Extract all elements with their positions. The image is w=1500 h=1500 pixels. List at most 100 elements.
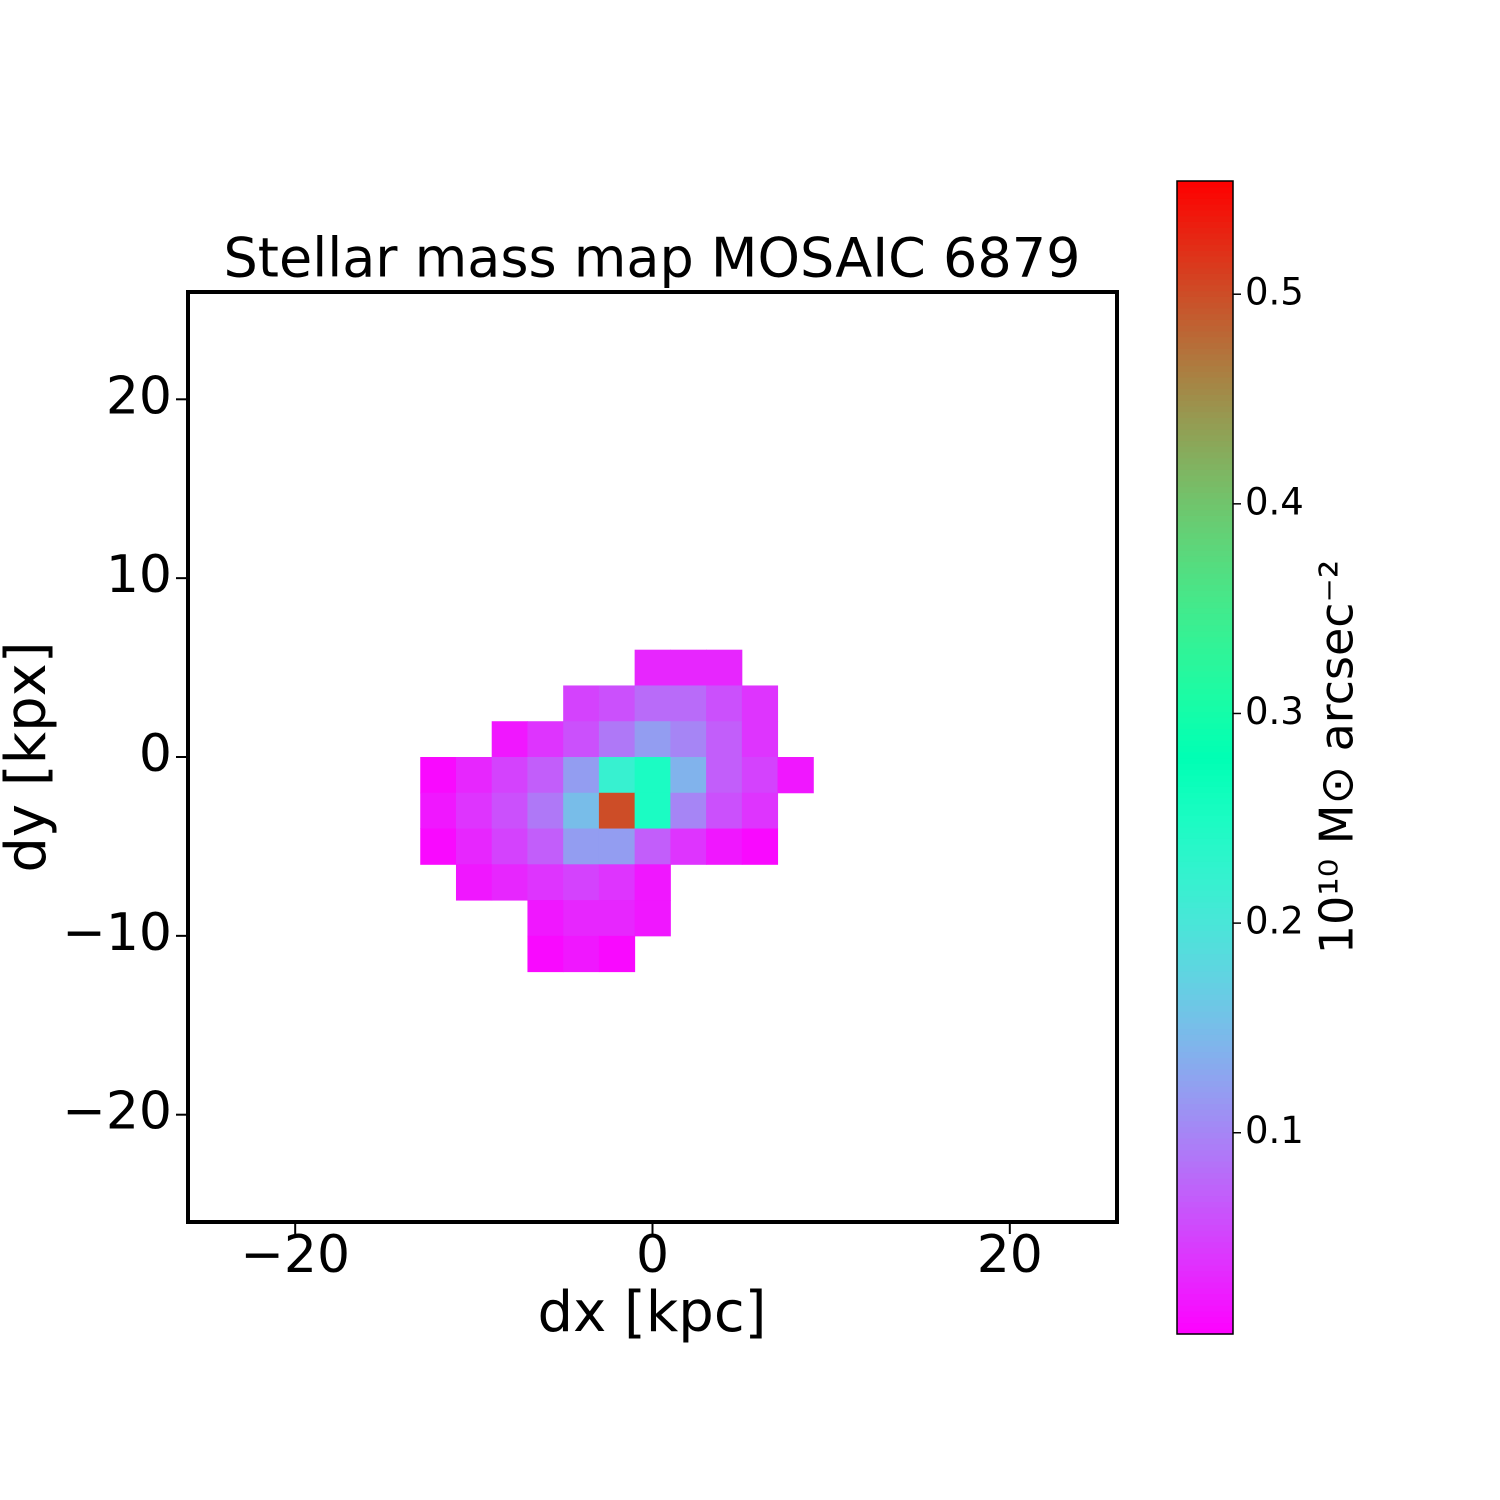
heatmap-cell: [455, 792, 493, 830]
colorbar-segment: [1177, 480, 1233, 488]
colorbar-segment: [1177, 573, 1233, 580]
colorbar-segment: [1177, 872, 1233, 880]
colorbar-segment: [1177, 498, 1233, 505]
colorbar-segment: [1177, 855, 1233, 862]
colorbar-segment: [1177, 227, 1233, 234]
x-tick-label: 20: [977, 1225, 1043, 1285]
colorbar-segment: [1177, 578, 1233, 586]
colorbar-segment: [1177, 607, 1233, 614]
colorbar-segment: [1177, 786, 1233, 793]
colorbar-segment: [1177, 780, 1233, 787]
colorbar-segment: [1177, 1207, 1233, 1214]
colorbar-segment: [1177, 774, 1233, 782]
heatmap-cell: [741, 757, 779, 794]
heatmap-cell: [563, 792, 600, 830]
colorbar-segment: [1177, 1149, 1233, 1156]
colorbar-segment: [1177, 1201, 1233, 1208]
colorbar-segment: [1177, 769, 1233, 776]
y-tick-label: 20: [106, 366, 172, 426]
colorbar-segment: [1177, 1184, 1233, 1191]
colorbar-segment: [1177, 797, 1233, 805]
colorbar-segment: [1177, 302, 1233, 309]
colorbar-segment: [1177, 1212, 1233, 1220]
heatmap-cell: [598, 685, 636, 722]
heatmap-cell: [670, 757, 707, 794]
heatmap-cell: [455, 828, 493, 865]
colorbar-segment: [1177, 296, 1233, 303]
heatmap-cell: [491, 721, 528, 758]
heatmap-cell: [491, 792, 528, 830]
colorbar-segment: [1177, 1316, 1233, 1324]
colorbar-segment: [1177, 463, 1233, 470]
colorbar-segment: [1177, 1218, 1233, 1226]
colorbar-segment: [1177, 1103, 1233, 1110]
colorbar-segment: [1177, 457, 1233, 465]
colorbar-segment: [1177, 1068, 1233, 1076]
colorbar-segment: [1177, 1114, 1233, 1122]
colorbar-segment: [1177, 521, 1233, 528]
heatmap-cell: [670, 792, 707, 830]
colorbar-segment: [1177, 186, 1233, 194]
colorbar-segment: [1177, 1091, 1233, 1099]
colorbar-segment: [1177, 567, 1233, 574]
colorbar-segment: [1177, 261, 1233, 269]
colorbar-segment: [1177, 988, 1233, 995]
colorbar-segment: [1177, 388, 1233, 395]
colorbar-segment: [1177, 959, 1233, 966]
colorbar-segment: [1177, 1011, 1233, 1018]
colorbar-segment: [1177, 342, 1233, 349]
colorbar-segment: [1177, 596, 1233, 603]
colorbar-tick-label: 0.4: [1245, 480, 1304, 523]
heatmap-cell: [598, 900, 636, 937]
heatmap-cell: [598, 864, 636, 901]
colorbar-segment: [1177, 1074, 1233, 1081]
y-tick-label: 0: [139, 724, 172, 784]
heatmap-cell: [598, 757, 636, 794]
colorbar-segment: [1177, 423, 1233, 430]
colorbar-segment: [1177, 192, 1233, 199]
heatmap-cell: [741, 828, 779, 865]
colorbar-segment: [1177, 705, 1233, 712]
colorbar-segment: [1177, 1264, 1233, 1272]
colorbar-segment: [1177, 999, 1233, 1006]
colorbar-segment: [1177, 538, 1233, 545]
colorbar-segment: [1177, 1086, 1233, 1093]
colorbar-segment: [1177, 1253, 1233, 1260]
colorbar-segment: [1177, 745, 1233, 753]
colorbar-segment: [1177, 284, 1233, 292]
colorbar-segment: [1177, 1189, 1233, 1197]
colorbar-segment: [1177, 1328, 1233, 1335]
colorbar-segment: [1177, 953, 1233, 960]
colorbar-segment: [1177, 913, 1233, 920]
colorbar-segment: [1177, 279, 1233, 286]
colorbar-segment: [1177, 1028, 1233, 1035]
colorbar-segment: [1177, 1155, 1233, 1162]
heatmap-cell: [741, 685, 779, 722]
colorbar-segment: [1177, 941, 1233, 949]
colorbar-segment: [1177, 1051, 1233, 1058]
colorbar-segment: [1177, 273, 1233, 280]
heatmap-cell: [563, 864, 600, 901]
colorbar-segment: [1177, 1270, 1233, 1277]
colorbar-segment: [1177, 642, 1233, 649]
colorbar-segment: [1177, 1097, 1233, 1104]
colorbar-segment: [1177, 451, 1233, 459]
colorbar-segment: [1177, 353, 1233, 361]
colorbar-segment: [1177, 895, 1233, 903]
colorbar-segment: [1177, 653, 1233, 661]
colorbar-segment: [1177, 665, 1233, 672]
colorbar-segment: [1177, 492, 1233, 499]
colorbar-segment: [1177, 924, 1233, 932]
colorbar-segment: [1177, 1172, 1233, 1179]
heatmap-cell: [706, 721, 743, 758]
colorbar-segment: [1177, 532, 1233, 540]
colorbar-segment: [1177, 515, 1233, 522]
colorbar-segment: [1177, 405, 1233, 413]
colorbar-segment: [1177, 676, 1233, 684]
colorbar-segment: [1177, 694, 1233, 701]
heatmap-cell: [706, 792, 743, 830]
colorbar-segment: [1177, 1282, 1233, 1289]
heatmap-cell: [527, 900, 564, 937]
